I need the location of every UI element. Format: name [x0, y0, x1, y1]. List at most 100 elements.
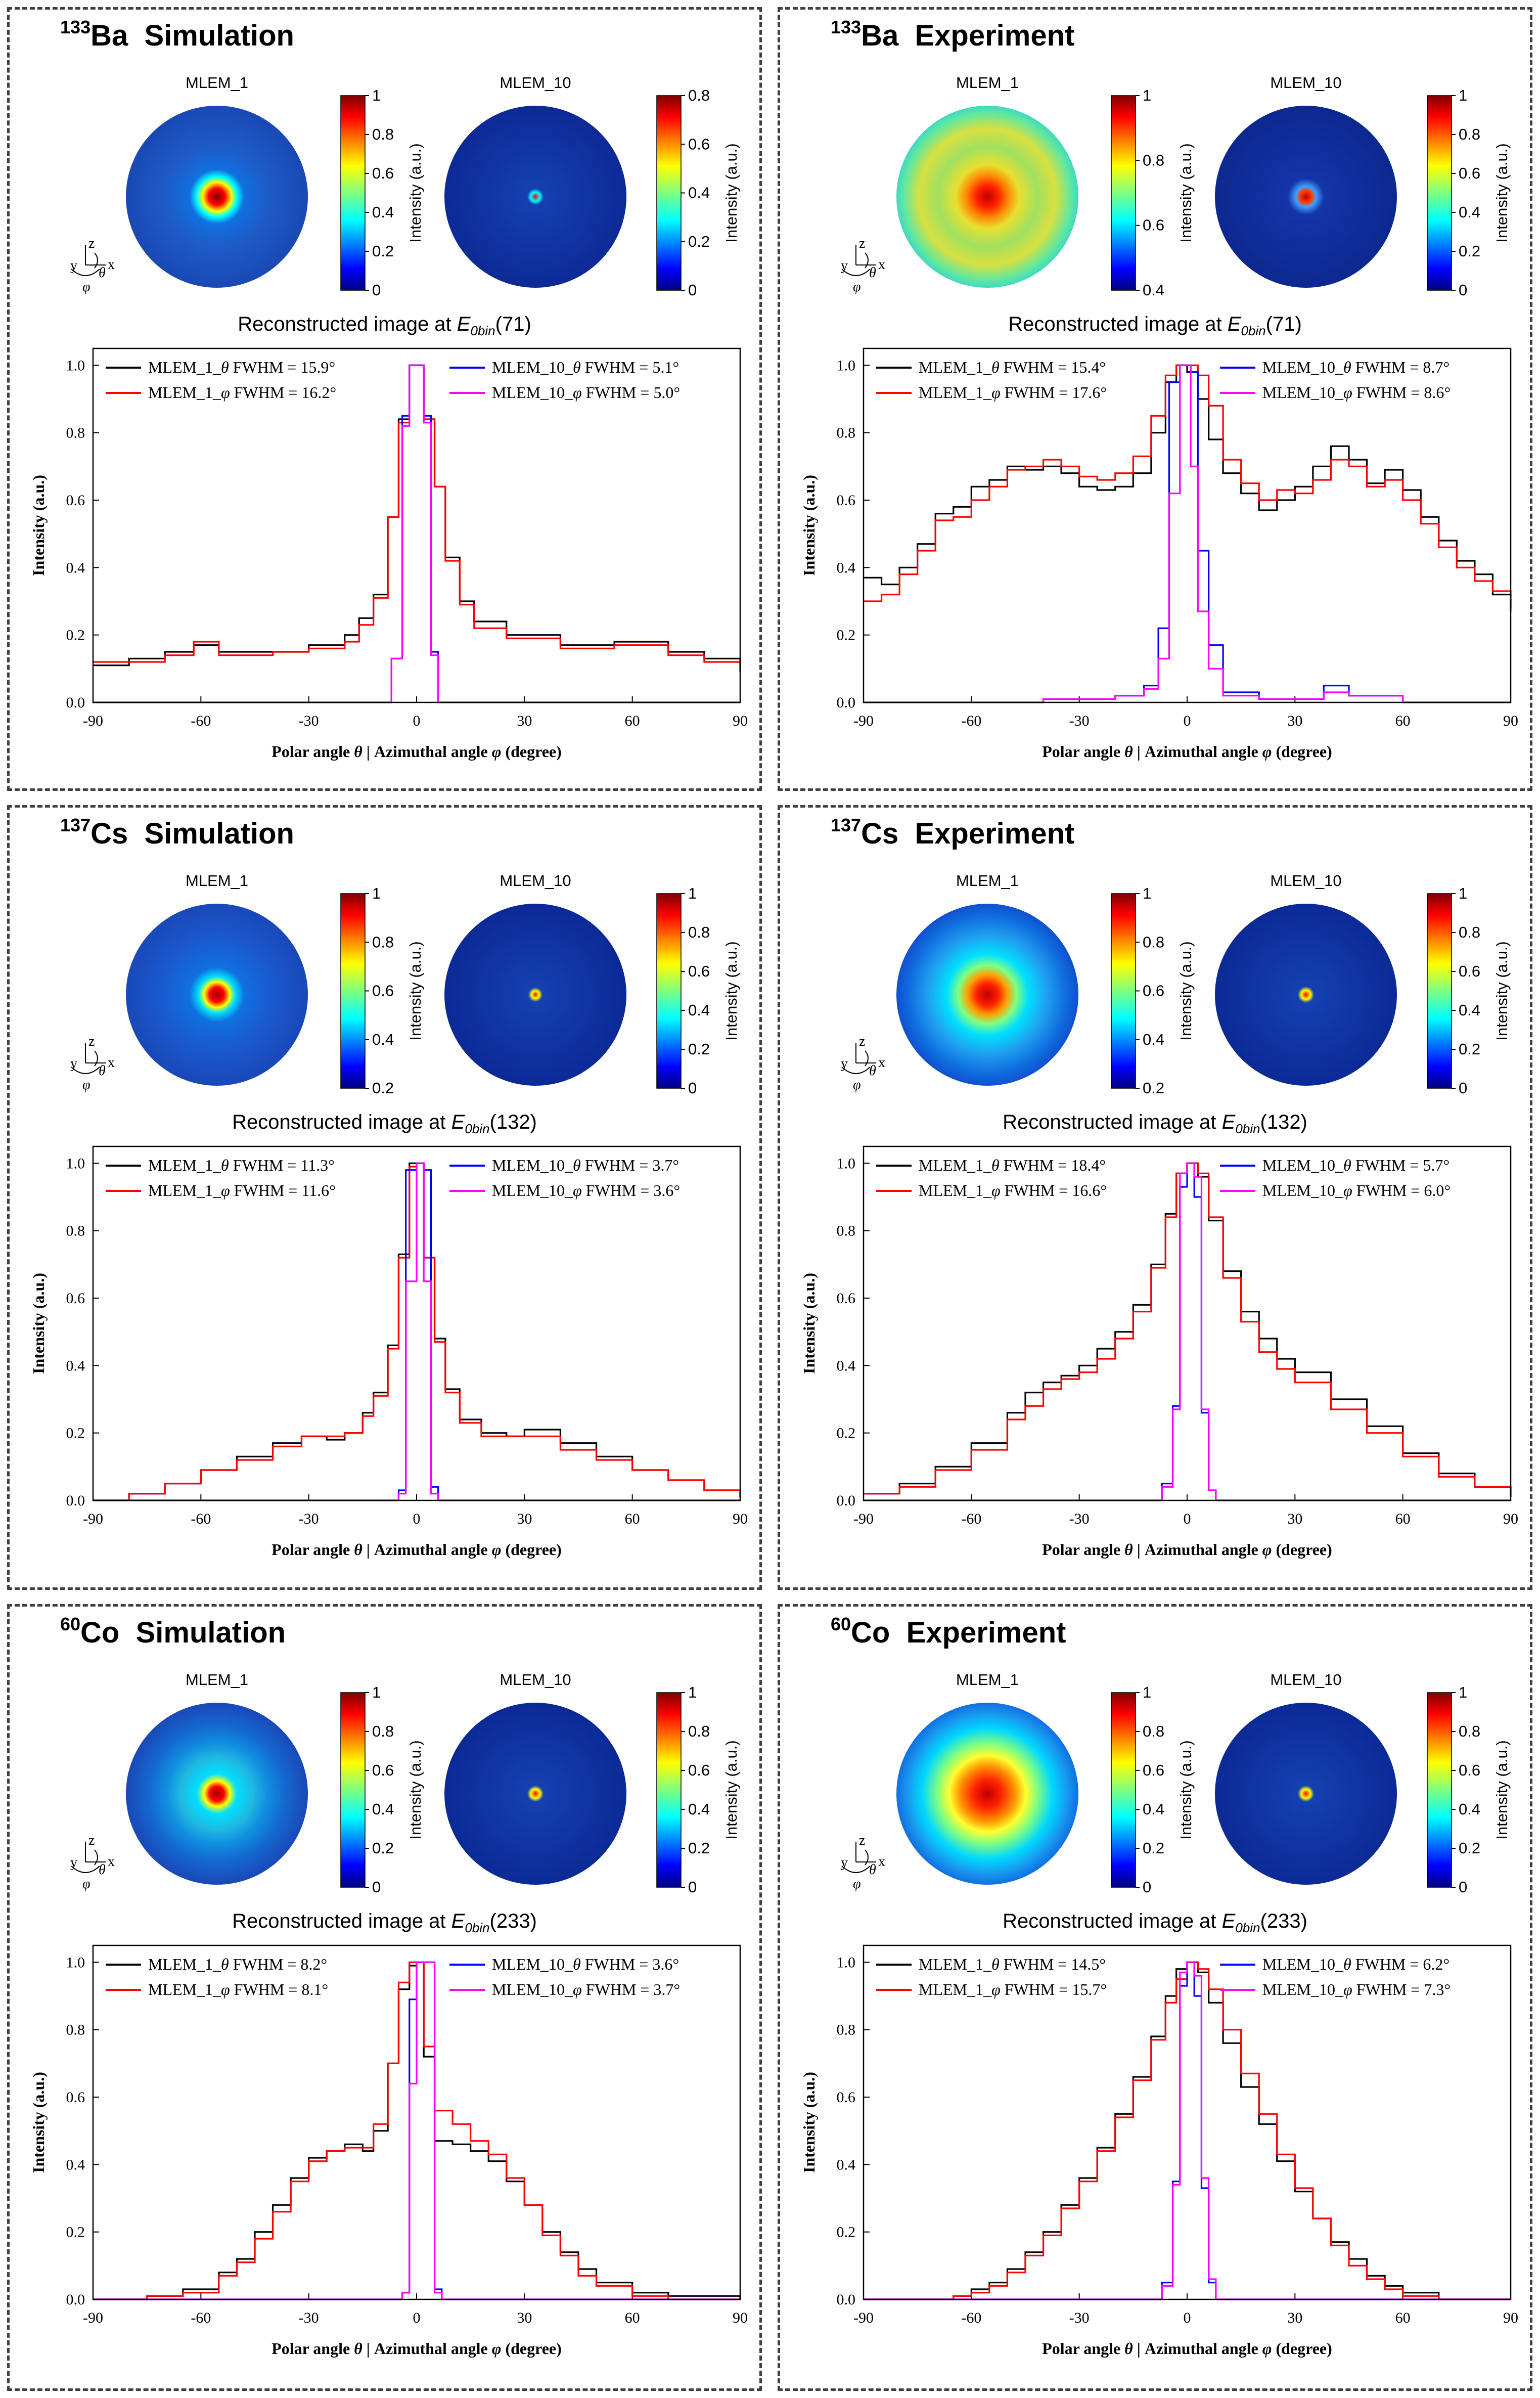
colorbar-mlem10: 0 0.2 0.4 0.6 0.8 1 Intensity (a.u.): [1427, 86, 1511, 299]
axis-y-label: y: [841, 1056, 848, 1072]
image-label-mlem1: MLEM_1: [956, 74, 1019, 92]
x-tick-label: -30: [1069, 1511, 1090, 1527]
caption-energy-symbol: E: [451, 1910, 465, 1932]
colorbar-tick-label: 0: [1459, 1079, 1467, 1097]
series-line-MLEM_1_φ: [93, 364, 741, 672]
legend-entry: MLEM_10_φ FWHM = 3.7°: [492, 1980, 680, 1999]
axis-x-label: x: [108, 1854, 115, 1870]
reconstructed-image-mlem10: [1215, 106, 1397, 288]
colorbar-tick-label: 0.8: [1143, 151, 1164, 169]
colorbar-tick-label: 0.6: [1143, 216, 1164, 234]
x-tick-label: 90: [1503, 2310, 1518, 2326]
colorbar-label: Intensity (a.u.): [722, 143, 740, 242]
series-line-MLEM_1_θ: [93, 364, 741, 669]
y-tick-label: 0.0: [66, 694, 85, 711]
legend-entry: MLEM_1_φ FWHM = 17.6°: [919, 383, 1107, 402]
legend-entry: MLEM_10_θ FWHM = 5.1°: [492, 358, 679, 376]
colorbar-mlem1: 0 0.2 0.4 0.6 0.8 1 Intensity (a.u.): [1111, 1683, 1195, 1896]
x-tick-label: -90: [83, 2310, 103, 2326]
colorbar-gradient: [1111, 1692, 1136, 1888]
y-tick-label: 0.0: [837, 694, 856, 711]
x-tick-label: 0: [413, 2310, 421, 2326]
x-axis-label: Polar angle θ | Azimuthal angle φ (degre…: [1042, 1540, 1332, 1559]
axes-orientation-icon: [71, 1842, 106, 1873]
phi-arc-icon: [841, 1067, 871, 1074]
colorbar-tick-label: 0.8: [688, 923, 710, 941]
legend-entry: MLEM_1_θ FWHM = 15.4°: [919, 358, 1106, 376]
series-line-MLEM_1_φ: [864, 364, 1512, 611]
colorbar-tick-label: 0.6: [688, 1761, 710, 1779]
legend-entry: MLEM_10_φ FWHM = 8.6°: [1262, 383, 1451, 402]
axis-theta-label: θ: [869, 1862, 876, 1878]
axes-glyph-labels: zx y θφ: [841, 1833, 885, 1892]
colorbar-tick-label: 0.6: [688, 135, 710, 153]
axis-y-label: y: [70, 1056, 77, 1072]
colorbar-tick-label: 0.2: [1459, 1040, 1480, 1058]
x-tick-label: -60: [191, 713, 211, 729]
caption-energy-subscript: 0bin: [465, 1920, 490, 1935]
x-tick-label: 90: [733, 713, 748, 729]
x-tick-label: -60: [961, 2310, 981, 2326]
y-tick-label: 0.6: [66, 492, 85, 509]
line-plot: -90 -60 -30 0 30 60 90 0.0 0.2 0.4 0.6 0.8 1.0: [837, 1145, 1518, 1527]
panel-title: 60Co Simulation: [60, 1614, 286, 1650]
colorbar-tick-label: 0.8: [1143, 1722, 1164, 1740]
series-line-MLEM_1_φ: [864, 1162, 1512, 1497]
y-tick-label: 0.2: [837, 2224, 856, 2241]
y-tick-label: 1.0: [837, 357, 856, 374]
axis-phi-label: φ: [853, 279, 861, 295]
legend: MLEM_1_θ FWHM = 15.4° MLEM_1_φ FWHM = 17.…: [876, 358, 1451, 402]
colorbar-tick-label: 1: [372, 1683, 381, 1701]
colorbar-gradient: [1427, 95, 1452, 291]
x-tick-label: -30: [1069, 2310, 1090, 2326]
legend: MLEM_1_θ FWHM = 8.2° MLEM_1_φ FWHM = 8.1°…: [106, 1955, 680, 1999]
colorbar-tick-label: 0: [372, 281, 381, 299]
legend-entry: MLEM_1_θ FWHM = 11.3°: [148, 1156, 335, 1174]
axes-glyph-labels: zx y θφ: [70, 1833, 115, 1892]
colorbar-mlem10: 0 0.2 0.4 0.6 0.8 1 Intensity (a.u.): [1427, 884, 1511, 1097]
axis-z-label: z: [88, 1034, 95, 1049]
colorbar-tick-label: 0.8: [1459, 1722, 1480, 1740]
legend-entry: MLEM_10_θ FWHM = 3.6°: [492, 1955, 679, 1973]
colorbar-tick-label: 0.4: [688, 1800, 710, 1818]
y-tick-label: 0.4: [837, 559, 856, 576]
y-axis-label: Intensity (a.u.): [29, 1273, 48, 1374]
chart-panel: 60Co Experiment MLEM_1 MLEM_10 0 0.2 0.4 0.6 0.…: [778, 1604, 1532, 2391]
axes-orientation-icon: [841, 1842, 876, 1873]
axis-z-label: z: [859, 1034, 865, 1049]
series-line-MLEM_1_θ: [864, 1162, 1512, 1497]
colorbar-gradient: [656, 1692, 682, 1888]
colorbar-tick-label: 0.4: [372, 1800, 394, 1818]
colorbar-tick-label: 0.8: [688, 1722, 710, 1740]
isotope-symbol: Cs: [90, 817, 128, 850]
colorbar-gradient: [1111, 95, 1136, 291]
x-tick-label: 60: [625, 2310, 640, 2326]
y-tick-label: 0.4: [837, 2156, 856, 2173]
colorbar-tick-label: 0.2: [688, 233, 710, 250]
panel-mode: Experiment: [906, 1616, 1066, 1649]
x-tick-label: -60: [961, 1511, 981, 1527]
axis-x-label: x: [108, 1055, 115, 1071]
legend-entry: MLEM_10_φ FWHM = 3.6°: [492, 1181, 680, 1200]
phi-arc-icon: [841, 1866, 871, 1873]
series-line-MLEM_10_θ: [864, 1162, 1511, 1501]
theta-arc-icon: [865, 252, 869, 269]
colorbar-tick-label: 0.2: [688, 1839, 710, 1857]
axis-z-label: z: [88, 1833, 95, 1848]
isotope-symbol: Cs: [861, 817, 899, 850]
panel-graphics: MLEM_1 MLEM_10 0 0.2 0.4 0.6 0.8 1 Intensity (a.…: [29, 1671, 748, 2358]
isotope-mass: 60: [60, 1614, 81, 1634]
caption-prefix: Reconstructed image at: [238, 313, 457, 335]
colorbar-tick-label: 0.4: [372, 1031, 394, 1048]
colorbar-mlem10: 0 0.2 0.4 0.6 0.8 1 Intensity (a.u.): [656, 884, 740, 1097]
colorbar-tick-label: 1: [372, 86, 381, 104]
series-line-MLEM_1_θ: [864, 1961, 1511, 2300]
colorbar-tick-label: 0: [688, 1079, 697, 1097]
colorbar-gradient: [1427, 893, 1452, 1089]
panel-title: 133Ba Simulation: [60, 17, 294, 53]
x-tick-label: -30: [1069, 713, 1090, 729]
colorbar-tick-label: 1: [688, 1683, 697, 1701]
y-tick-label: 0.2: [66, 627, 85, 644]
colorbar-tick-label: 0.6: [1143, 982, 1164, 1000]
